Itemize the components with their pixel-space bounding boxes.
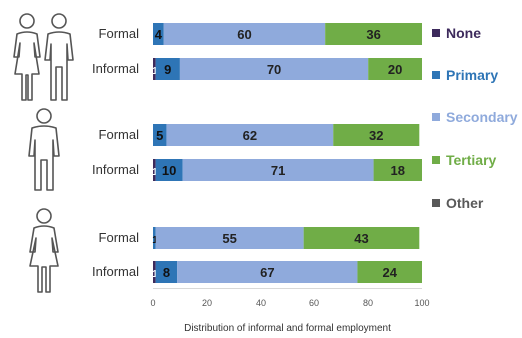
bar-segment-primary <box>153 23 164 45</box>
bar-segment-none <box>153 58 156 80</box>
data-label: 18 <box>391 163 405 178</box>
legend-swatch <box>432 71 440 79</box>
man-icon <box>28 108 60 191</box>
data-label: 71 <box>271 163 285 178</box>
data-label: 4 <box>155 27 163 42</box>
x-tick-label: 100 <box>414 298 430 308</box>
bar-segment-secondary <box>166 124 334 146</box>
couple-icon <box>13 13 74 101</box>
bar-segment-secondary <box>177 261 358 283</box>
legend-item-secondary: Secondary <box>432 108 522 126</box>
x-axis-line <box>153 288 422 289</box>
data-label: 32 <box>369 128 383 143</box>
data-label: 5 <box>156 128 163 143</box>
bar-segment-primary <box>153 124 167 146</box>
legend-item-tertiary: Tertiary <box>432 151 496 169</box>
data-label: 36 <box>366 27 380 42</box>
legend-label: Tertiary <box>446 152 497 168</box>
bar-segment-primary <box>153 227 156 249</box>
data-label: 1 <box>152 167 158 178</box>
bar-segment-primary <box>155 58 180 80</box>
bar-segment-tertiary <box>357 261 422 283</box>
bar-segment-none <box>153 159 156 181</box>
bar-segment-tertiary <box>325 23 422 45</box>
legend-label: Secondary <box>446 109 518 125</box>
legend-swatch <box>432 156 440 164</box>
data-label: 55 <box>222 231 236 246</box>
row-label-informal: Informal <box>92 264 139 279</box>
row-label-informal: Informal <box>92 61 139 76</box>
data-label: 1 <box>152 269 158 280</box>
bar-segment-secondary <box>179 58 369 80</box>
row-label-formal: Formal <box>98 26 139 41</box>
row-label-informal: Informal <box>92 162 139 177</box>
x-tick-label: 40 <box>255 298 266 308</box>
data-label: 1 <box>152 235 158 246</box>
legend-label: Other <box>446 195 484 211</box>
data-label: 62 <box>243 128 257 143</box>
data-label: 20 <box>388 62 402 77</box>
data-label: 24 <box>382 265 397 280</box>
legend-swatch <box>432 199 440 207</box>
x-tick-label: 20 <box>201 298 212 308</box>
bar-segment-tertiary <box>333 124 420 146</box>
data-label: 9 <box>164 62 171 77</box>
legend-label: Primary <box>446 67 499 83</box>
legend-item-none: None <box>432 24 481 42</box>
bar-segment-secondary <box>163 23 326 45</box>
data-label: 67 <box>260 265 274 280</box>
bar-segment-tertiary <box>303 227 420 249</box>
bar-segment-none <box>153 261 156 283</box>
x-tick-label: 60 <box>308 298 319 308</box>
data-label: 60 <box>237 27 251 42</box>
data-label: 8 <box>163 265 170 280</box>
row-label-formal: Formal <box>98 127 139 142</box>
bar-segment-tertiary <box>368 58 422 80</box>
bar-segment-primary <box>155 261 178 283</box>
legend-item-other: Other <box>432 194 483 212</box>
bar-segment-primary <box>155 159 183 181</box>
woman-icon <box>29 208 59 293</box>
data-label: 1 <box>152 66 158 77</box>
data-label: 70 <box>267 62 281 77</box>
legend-swatch <box>432 29 440 37</box>
row-label-formal: Formal <box>98 230 139 245</box>
legend-swatch <box>432 113 440 121</box>
x-tick-label: 80 <box>362 298 373 308</box>
data-label: 10 <box>162 163 176 178</box>
bar-segment-secondary <box>182 159 374 181</box>
bar-segment-secondary <box>155 227 304 249</box>
x-tick-label: 0 <box>150 298 156 308</box>
legend-label: None <box>446 25 481 41</box>
legend-item-primary: Primary <box>432 66 498 84</box>
x-axis-title: Distribution of informal and formal empl… <box>184 323 391 334</box>
data-label: 43 <box>354 231 368 246</box>
bar-segment-tertiary <box>373 159 422 181</box>
